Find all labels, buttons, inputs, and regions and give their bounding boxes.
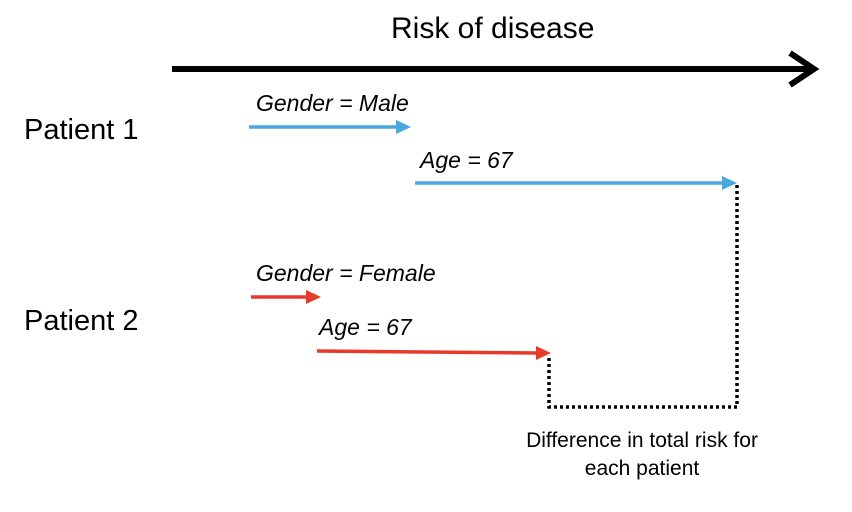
patient2-label: Patient 2 [24,305,139,337]
patient2-age-label: Age = 67 [319,314,412,340]
difference-caption: Difference in total risk for each patien… [526,429,758,480]
patient1-age-arrow [415,176,737,190]
difference-bracket [547,185,739,409]
patient2-age-arrow [316,346,551,360]
risk-axis-arrow [172,50,820,88]
patient1-label: Patient 1 [24,114,139,146]
patient1-age-label: Age = 67 [420,147,513,173]
patient1-gender-label: Gender = Male [256,90,409,116]
patient2-gender-arrow [251,290,321,304]
patient2-gender-label: Gender = Female [256,260,436,286]
patient1-gender-arrow [249,120,411,134]
diagram-title: Risk of disease [391,12,595,45]
